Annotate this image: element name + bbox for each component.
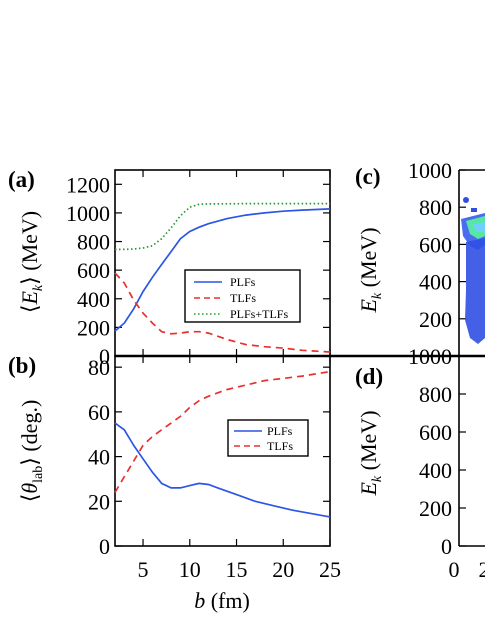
panel-c-label: (c)	[355, 164, 381, 189]
panel-b-xtick-label-4: 25	[319, 557, 341, 582]
panel-b-xtick-label-0: 5	[138, 557, 149, 582]
legend-a-sum-text: PLFs+TLFs	[230, 307, 288, 321]
panel-d-ytick-label-5: 0	[441, 534, 452, 559]
heatmap-c-inner	[472, 222, 485, 232]
panel-a-label: (a)	[8, 167, 35, 192]
panel-a-ytick-label-6: 1200	[66, 172, 110, 197]
panel-a-series-plfs	[114, 208, 331, 332]
panel-d-xtick-0: 0	[449, 557, 460, 582]
panel-c-heatmap	[461, 197, 485, 344]
panel-a-ytick-label-5: 1000	[66, 201, 110, 226]
panel-d-ylabel: Ek (MeV)	[356, 410, 385, 496]
panel-a-ytick-label-4: 800	[77, 230, 110, 255]
legend-b-plfs-text: PLFs	[267, 424, 293, 438]
panel-b-label: (b)	[8, 353, 36, 378]
panel-d-label: (d)	[355, 364, 383, 389]
panel-d-ytick-label-0: 1000	[408, 344, 452, 369]
panel-c-ytick-label-4: 200	[419, 307, 452, 332]
panel-b-series-plfs	[114, 422, 331, 518]
panel-d-xtick-2: 2	[479, 557, 485, 582]
panel-d-ytick-label-1: 800	[419, 382, 452, 407]
x-axis-label: b (fm)	[194, 588, 250, 613]
panel-c-ytick-label-1: 800	[419, 195, 452, 220]
panel-a-ytick-label-2: 400	[77, 287, 110, 312]
panel-c-yticks: 1000 800 600 400 200	[408, 158, 466, 332]
panel-b-ytick-label-0: 0	[99, 534, 110, 559]
panel-b-xtick-label-1: 10	[179, 557, 201, 582]
panel-a-ylabel: ⟨Ek⟩ (MeV)	[17, 211, 46, 313]
panel-b-xtick-label-2: 15	[226, 557, 248, 582]
panel-b-legend: PLFs TLFs	[227, 419, 309, 457]
panel-b-xtick-label-3: 20	[272, 557, 294, 582]
legend-a-box	[184, 269, 301, 323]
panel-a-ytick-label-3: 600	[77, 258, 110, 283]
panel-b-ytick-label-2: 40	[88, 445, 110, 470]
panel-b-ytick-label-4: 80	[88, 355, 110, 380]
legend-a-plfs-text: PLFs	[230, 275, 256, 289]
heatmap-c-tail	[465, 238, 485, 344]
panel-a-frame	[114, 169, 331, 357]
panel-c-ytick-label-2: 600	[419, 232, 452, 257]
legend-a-tlfs-text: TLFs	[230, 291, 256, 305]
panel-b-plot: 0 20 40 60 80 5 10 15 20 25	[88, 355, 341, 582]
panel-c-ytick-label-3: 400	[419, 270, 452, 295]
panel-d-yticks: 1000 800 600 400 200 0	[408, 344, 466, 559]
panel-b-ytick-label-3: 60	[88, 400, 110, 425]
panel-b-ytick-label-1: 20	[88, 489, 110, 514]
heatmap-c-dot	[463, 197, 469, 203]
panel-b-series-tlfs	[114, 370, 331, 493]
panel-c-ylabel: Ek (MeV)	[356, 227, 385, 313]
panel-a-legend: PLFs TLFs PLFs+TLFs	[184, 269, 301, 323]
panel-d-ytick-label-4: 200	[419, 496, 452, 521]
panel-d-ytick-label-3: 400	[419, 458, 452, 483]
panel-c-ytick-label-0: 1000	[408, 158, 452, 183]
panel-a-ytick-label-0: 0	[99, 344, 110, 369]
panel-b-ylabel: ⟨θlab⟩ (deg.)	[17, 400, 46, 503]
panel-a-ytick-label-1: 200	[77, 315, 110, 340]
panel-d-ytick-label-2: 600	[419, 420, 452, 445]
panel-a-series-plfs-tlfs	[115, 202, 330, 251]
panel-a-plot: 0 200 400 600 800 1000 1200	[66, 170, 331, 369]
legend-b-box	[227, 419, 309, 457]
heatmap-c-speck	[471, 208, 477, 212]
legend-b-tlfs-text: TLFs	[267, 439, 293, 453]
